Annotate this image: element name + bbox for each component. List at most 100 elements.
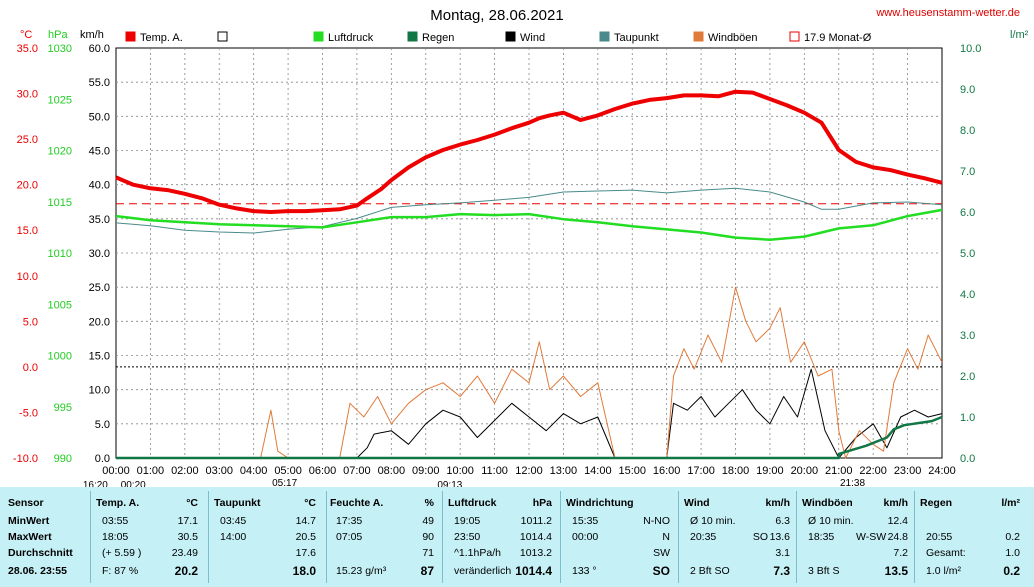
column-unit-dew: °C [304,497,316,509]
cell-gust-value: 7.2 [893,547,908,559]
column-header-hum: Feuchte A. [330,497,384,509]
rain-tick-label: 10.0 [960,43,981,55]
cell-dew-value: 17.6 [295,547,316,559]
cell-rain-value: 1.0 [1005,547,1020,559]
wind-tick-label: 50.0 [89,111,110,123]
wind-tick-label: 0.0 [95,453,110,465]
current-hum-value: 87 [420,564,434,578]
column-unit-wind: km/h [765,497,790,509]
cell-gust-time: Ø 10 min. [808,515,854,527]
wind-unit: km/h [80,29,104,41]
table-separator [678,491,679,583]
cell-gust-dir: W-SW [856,531,887,543]
cell-gust-value: 12.4 [887,515,908,527]
x-tick-label: 13:00 [550,465,578,477]
cell-press-value: 1011.2 [520,515,552,527]
x-tick-label: 09:00 [412,465,440,477]
pressure-tick-label: 1005 [48,299,72,311]
current-gust-value: 13.5 [884,564,908,578]
pressure-tick-label: 1030 [48,43,72,55]
x-tick-label: 12:00 [515,465,543,477]
cell-gust-value: 24.8 [887,531,908,543]
wind-tick-label: 30.0 [89,248,110,260]
cell-temp-time: (+ 5.59 ) [102,547,142,559]
legend-label: Regen [422,32,454,44]
x-tick-label: 20:00 [791,465,819,477]
current-wind-value: 7.3 [773,564,790,578]
temp-tick-label: 15.0 [17,225,38,237]
current-rain-info: 1.0 l/m² [926,565,962,577]
x-marker-label: 05:17 [272,478,297,487]
rain-tick-label: 0.0 [960,453,975,465]
cell-hum-value: 49 [422,515,434,527]
x-tick-label: 08:00 [378,465,406,477]
wind-tick-label: 10.0 [89,385,110,397]
cell-press-time: 19:05 [454,515,481,527]
current-timestamp: 28.06. 23:55 [8,565,67,577]
rain-unit: l/m² [1010,29,1029,41]
cell-press-time: 23:50 [454,531,481,543]
x-tick-label: 14:00 [584,465,612,477]
current-dir-value: SO [652,564,670,578]
row-label: MaxWert [8,531,52,543]
x-tick-label: 17:00 [687,465,715,477]
legend-label: Windböen [708,32,758,44]
temp-tick-label: 0.0 [23,362,38,374]
series-luftdruck [115,208,943,241]
pressure-unit: hPa [48,29,68,41]
x-marker-label: 09:13 [437,480,462,487]
x-marker-label: 16:20 [83,480,108,487]
legend-swatch [217,31,228,42]
series-wind [116,368,943,459]
table-separator [326,491,327,583]
temp-tick-label: 20.0 [17,180,38,192]
legend-label: Temp. A. [140,32,183,44]
cell-dew-time: 14:00 [220,531,247,543]
cell-temp-value: 30.5 [177,531,198,543]
cell-wind-value: 6.3 [775,515,790,527]
current-dir-info: 133 ° [572,565,597,577]
cell-dew-time: 03:45 [220,515,247,527]
x-tick-label: 01:00 [137,465,165,477]
x-tick-label: 02:00 [171,465,199,477]
table-separator [208,491,209,583]
x-tick-label: 18:00 [722,465,750,477]
pressure-tick-label: 1015 [48,197,72,209]
column-unit-rain: l/m² [1001,497,1020,509]
chart-grid [115,47,943,459]
cell-press-value: 1014.4 [519,531,552,543]
legend-swatch [693,31,704,42]
current-gust-info: 3 Bft S [808,565,840,577]
rain-tick-label: 6.0 [960,207,975,219]
current-temp-value: 20.2 [174,564,198,578]
temp-unit: °C [20,29,32,41]
column-header-temp: Temp. A. [96,497,140,509]
x-marker-label: 21:38 [840,478,865,487]
cell-hum-value: 90 [422,531,434,543]
wind-tick-label: 40.0 [89,180,110,192]
website-label[interactable]: www.heusenstamm-wetter.de [875,7,1020,19]
table-separator [560,491,561,583]
current-temp-info: F: 87 % [102,565,139,577]
pressure-tick-label: 1000 [48,351,72,363]
x-tick-label: 10:00 [446,465,474,477]
row-label: Durchschnitt [8,547,73,559]
cell-wind-time: 20:35 [690,531,717,543]
wind-tick-label: 60.0 [89,43,110,55]
rain-tick-label: 2.0 [960,371,975,383]
table-separator [90,491,91,583]
cell-hum-time: 17:35 [336,515,363,527]
weather-chart: 35.0 30.0 25.0 20.0 15.0 10.0 5.0 0.0 -5.0 -10.0 1… [13,7,1029,487]
legend-swatch [125,31,136,42]
cell-dir-time: 00:00 [572,531,599,543]
cell-hum-value: 71 [422,547,434,559]
x-tick-label: 21:00 [825,465,853,477]
wind-tick-label: 35.0 [89,214,110,226]
wind-tick-label: 20.0 [89,316,110,328]
current-press-value: 1014.4 [515,564,552,578]
wind-tick-label: 45.0 [89,146,110,158]
column-header-press: Luftdruck [448,497,497,509]
cell-dir-time: 15:35 [572,515,599,527]
x-tick-label: 16:00 [653,465,681,477]
temp-tick-label: -10.0 [13,453,38,465]
